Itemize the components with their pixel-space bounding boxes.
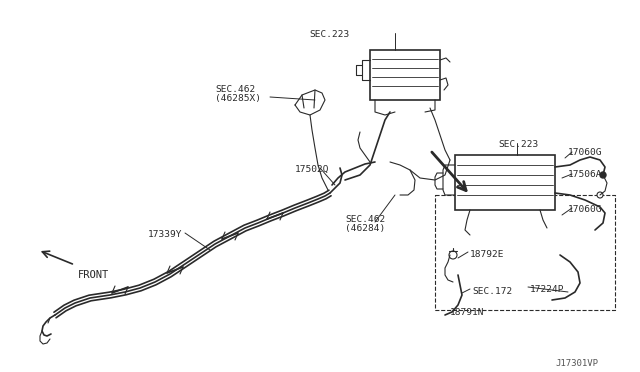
Text: FRONT: FRONT [78,270,109,280]
Text: 18792E: 18792E [470,250,504,259]
Text: SEC.172: SEC.172 [472,287,512,296]
Circle shape [449,251,457,259]
Text: SEC.462: SEC.462 [345,215,385,224]
Circle shape [597,192,603,198]
Text: SEC.223: SEC.223 [310,30,350,39]
Text: (46285X): (46285X) [215,94,261,103]
Text: J17301VP: J17301VP [555,359,598,368]
Text: 17506A: 17506A [568,170,602,179]
Text: 17502Q: 17502Q [295,165,330,174]
Text: 17060G: 17060G [568,205,602,214]
Text: 17339Y: 17339Y [148,230,182,239]
Bar [435,195,615,310]
Text: 18791N: 18791N [450,308,484,317]
Text: SEC.223: SEC.223 [498,140,538,149]
Text: (46284): (46284) [345,224,385,233]
Text: 17060G: 17060G [568,148,602,157]
Text: SEC.462: SEC.462 [215,85,255,94]
Bar [370,50,440,100]
Circle shape [600,172,606,178]
Text: 17224P: 17224P [530,285,564,294]
Bar [455,155,555,210]
